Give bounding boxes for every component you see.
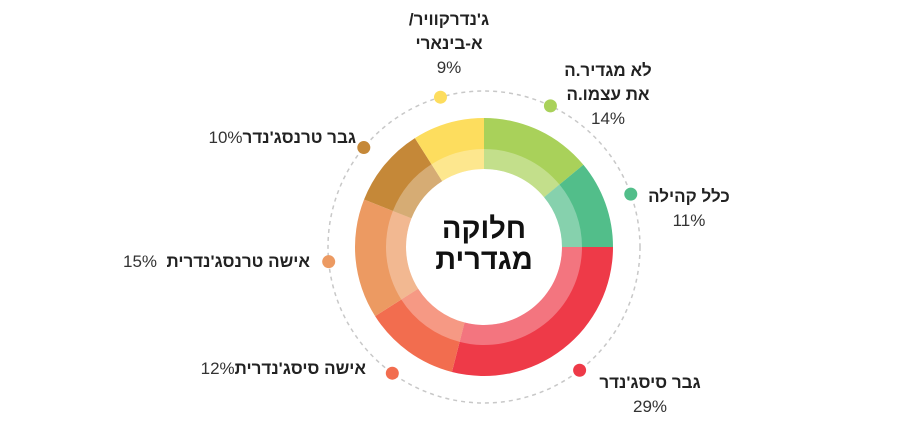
- slice-inner-band-5: [392, 164, 443, 219]
- slice-inner-band-0: [484, 149, 560, 198]
- slice-inner-band-2: [459, 247, 582, 345]
- label-text: ג'נדרקוויר/: [408, 10, 490, 29]
- legend-dot-3: [385, 366, 399, 380]
- label-value: 15%: [123, 252, 158, 271]
- label-text: לא מגדיר.ה: [564, 61, 652, 80]
- legend-dot-5: [357, 141, 371, 155]
- legend-dot-0: [543, 99, 557, 113]
- slice-5: [364, 138, 443, 219]
- legend-dot-2: [573, 363, 587, 377]
- title-line-2: מגדרית: [435, 244, 533, 276]
- label-value: 10%: [208, 128, 243, 147]
- label-text: אישה טרנסג'נדרית: [166, 252, 310, 271]
- label-trans-woman: אישה טרנסג'נדרית 15%: [123, 250, 310, 274]
- label-value: 29%: [632, 397, 668, 416]
- slice-inner-band-3: [401, 288, 465, 342]
- label-trans-man: גבר טרנסג'נדר10%: [209, 126, 356, 150]
- label-cis-woman: אישה סיסג'נדרית12%: [201, 357, 366, 381]
- label-value: 12%: [200, 359, 235, 378]
- label-text: א-בינארי: [415, 34, 483, 53]
- label-genderqueer: ג'נדרקוויר/ א-בינארי 9%: [379, 8, 519, 80]
- slice-6: [414, 118, 484, 182]
- slice-0: [484, 118, 584, 198]
- slice-3: [375, 288, 465, 372]
- label-text: את עצמו.ה: [566, 85, 650, 104]
- slice-inner-band-6: [431, 149, 484, 182]
- label-value: 11%: [672, 211, 706, 230]
- slice-4: [355, 199, 419, 317]
- label-value: 9%: [436, 58, 462, 77]
- legend-dot-4: [322, 255, 336, 269]
- dashed-guide-ring: [327, 90, 641, 404]
- label-value: 14%: [590, 109, 626, 128]
- slice-1: [544, 164, 613, 247]
- title-line-1: חלוקה: [441, 213, 527, 245]
- slice-inner-band-4: [385, 210, 419, 300]
- slice-inner-band-1: [544, 184, 582, 247]
- legend-dot-1: [624, 187, 638, 201]
- label-text: גבר טרנסג'נדר: [242, 128, 356, 147]
- label-cis-man: גבר סיסג'נדר 29%: [580, 371, 720, 419]
- label-text: אישה סיסג'נדרית: [234, 359, 366, 378]
- label-text: כלל קהילה: [648, 187, 730, 206]
- label-whole-community: כלל קהילה 11%: [643, 185, 735, 233]
- label-undefined: לא מגדיר.ה את עצמו.ה 14%: [548, 59, 668, 131]
- chart-title: חלוקה מגדרית: [404, 214, 564, 276]
- label-text: גבר סיסג'נדר: [599, 373, 701, 392]
- legend-dot-6: [433, 90, 447, 104]
- slice-2: [451, 247, 613, 376]
